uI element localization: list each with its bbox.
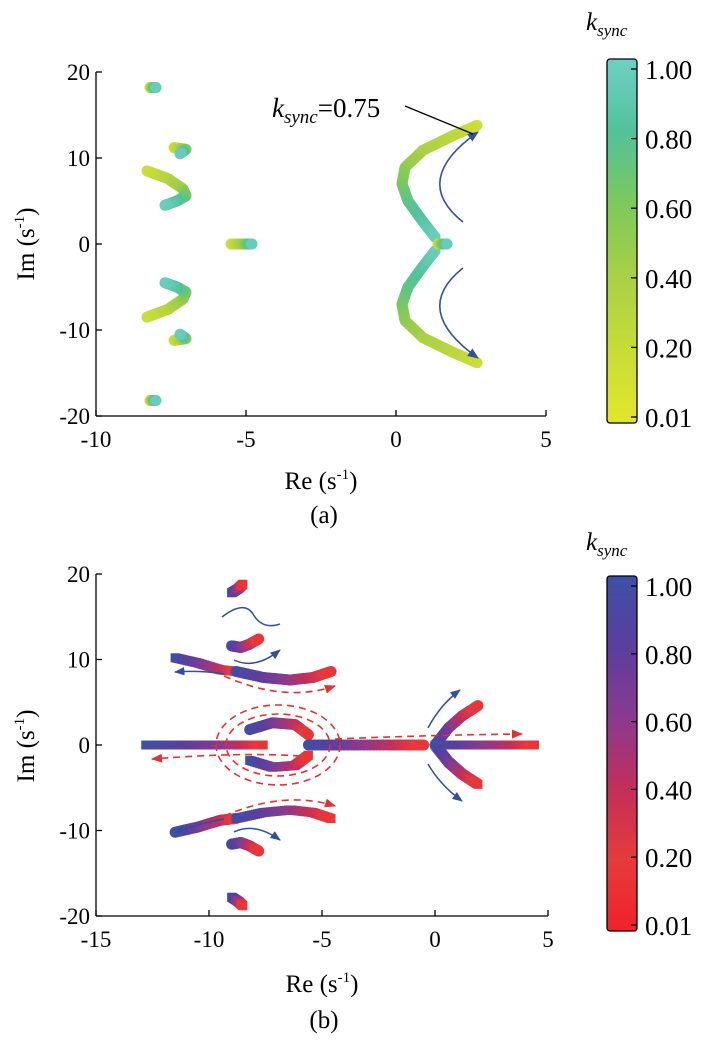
- panel-a-loci: [141, 81, 483, 407]
- y-tick-label: 0: [79, 733, 91, 758]
- outer-loop-dashed: [215, 704, 341, 786]
- direction-arrow: [233, 649, 281, 665]
- y-tick-label: 20: [67, 60, 90, 85]
- direction-arrow: [173, 667, 225, 676]
- colorbar-tick-label: 0.60: [645, 194, 692, 224]
- y-tick-label: -20: [59, 404, 90, 429]
- locus-point: [418, 739, 430, 751]
- locus-point: [174, 328, 186, 340]
- y-axis-label: Im (s-1): [12, 208, 40, 281]
- x-tick-label: -5: [236, 427, 255, 452]
- x-tick-label: -15: [81, 927, 112, 952]
- x-tick-label: 0: [390, 427, 402, 452]
- colorbar-a-title: ksync: [586, 9, 628, 40]
- locus-point: [246, 238, 258, 250]
- locus-point: [258, 740, 268, 750]
- direction-arrow: [221, 607, 281, 627]
- y-tick-label: 0: [79, 232, 91, 257]
- annotation-ksync-label: ksync=0.75: [272, 93, 380, 128]
- y-axis-label: Im (s-1): [12, 710, 40, 783]
- panel-b-label: (b): [309, 1007, 338, 1034]
- panel-a-label: (a): [310, 502, 338, 529]
- y-tick-label: -10: [59, 819, 90, 844]
- direction-arrow: [223, 798, 337, 817]
- x-axis-label: Re (s-1): [286, 970, 359, 998]
- x-axis-label: Re (s-1): [285, 467, 358, 495]
- locus-point: [238, 579, 248, 589]
- direction-arrow: [334, 729, 524, 740]
- x-tick-label: 5: [540, 427, 552, 452]
- direction-arrow: [174, 818, 225, 834]
- colorbar-a: ksync 1.00 0.80 0.60 0.40 0.20 0.01: [586, 9, 692, 433]
- colorbar-b-title: ksync: [586, 529, 628, 560]
- locus-point: [159, 199, 171, 211]
- locus-point: [253, 633, 265, 645]
- colorbar-b: ksync 1.00 0.80 0.60 0.40 0.20 0.01: [586, 529, 692, 941]
- colorbar-tick-label: 0.40: [645, 775, 692, 805]
- panel-a-arrows: [404, 105, 479, 359]
- inner-loop-dashed: [225, 713, 331, 777]
- colorbar-tick-label: 0.80: [645, 125, 692, 155]
- colorbar-a-bar: [606, 58, 638, 424]
- locus-point: [529, 740, 539, 750]
- y-tick-label: 10: [67, 146, 90, 171]
- direction-arrow: [223, 675, 337, 694]
- x-tick-label: -5: [312, 927, 331, 952]
- locus-point: [441, 238, 453, 250]
- locus-point: [150, 81, 162, 93]
- colorbar-tick-label: 0.80: [645, 640, 692, 670]
- colorbar-tick-label: 0.20: [645, 333, 692, 363]
- colorbar-tick-label: 0.60: [645, 708, 692, 738]
- x-tick-label: 5: [542, 927, 554, 952]
- locus-point: [159, 277, 171, 289]
- colorbar-b-bar: [606, 575, 638, 932]
- x-tick-label: -10: [81, 427, 112, 452]
- direction-arrow: [233, 827, 281, 841]
- locus-point: [326, 814, 336, 824]
- locus-point: [472, 700, 484, 712]
- locus-point: [174, 148, 186, 160]
- colorbar-tick-label: 1.00: [645, 572, 692, 602]
- panel-b-axes: -15 -10 -5 0 5 20 10 0 -10 -20: [59, 562, 553, 952]
- panel-b-ticks: -15 -10 -5 0 5 20 10 0 -10 -20: [59, 562, 553, 952]
- direction-arrow: [427, 689, 461, 729]
- locus-point: [302, 729, 314, 741]
- y-tick-label: 20: [67, 562, 90, 587]
- panel-b-loci: [141, 579, 539, 911]
- locus-point: [238, 901, 248, 911]
- locus-point: [303, 750, 313, 760]
- colorbar-b-ticks: 1.00 0.80 0.60 0.40 0.20 0.01: [631, 572, 692, 941]
- direction-arrow: [427, 763, 463, 802]
- x-tick-label: 0: [429, 927, 441, 952]
- colorbar-a-ticks: 1.00 0.80 0.60 0.40 0.20 0.01: [631, 55, 692, 433]
- locus-point: [253, 845, 265, 857]
- colorbar-tick-label: 0.01: [645, 403, 692, 433]
- x-tick-label: -10: [194, 927, 225, 952]
- direction-arrow: [439, 131, 479, 223]
- panel-b-arrows: [150, 607, 524, 841]
- locus-point: [325, 665, 337, 677]
- colorbar-tick-label: 0.01: [645, 911, 692, 941]
- locus-point: [150, 395, 162, 407]
- y-tick-label: -10: [59, 318, 90, 343]
- locus-point: [473, 779, 483, 789]
- y-tick-label: 10: [67, 648, 90, 673]
- colorbar-tick-label: 0.20: [645, 843, 692, 873]
- y-tick-label: -20: [59, 904, 90, 929]
- annotation-leader-line: [404, 105, 474, 135]
- direction-arrow: [439, 267, 479, 359]
- colorbar-tick-label: 0.40: [645, 264, 692, 294]
- colorbar-tick-label: 1.00: [645, 55, 692, 85]
- direction-arrow: [150, 753, 301, 763]
